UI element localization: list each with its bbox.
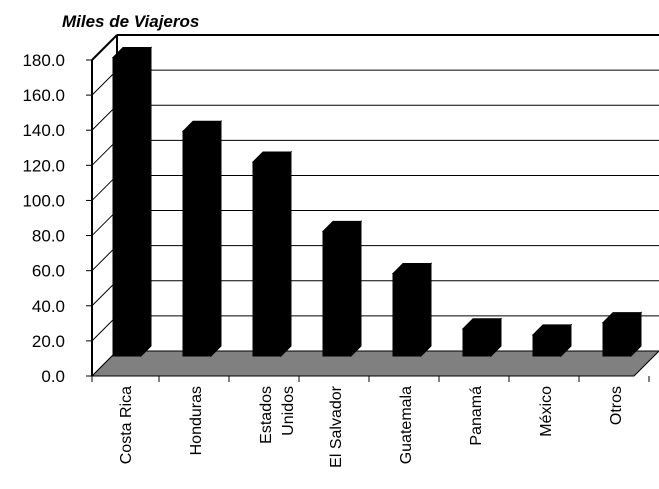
bar (391, 262, 433, 358)
y-tick-label: 80.0 (32, 227, 65, 246)
y-tick-label: 100.0 (22, 191, 65, 210)
x-category-label: Honduras (188, 386, 205, 455)
bar (251, 150, 293, 358)
y-tick-label: 160.0 (22, 86, 65, 105)
x-axis-categories: Costa Rica Honduras Estados Unidos El Salvad… (91, 375, 650, 468)
bar (321, 220, 363, 358)
y-tick-label: 40.0 (32, 297, 65, 316)
y-tick-label: 180.0 (22, 51, 65, 70)
x-category-label: Panamá (468, 386, 485, 446)
x-category-label: México (538, 386, 555, 437)
x-category-label: Guatemala (398, 386, 415, 464)
bar (181, 120, 223, 358)
x-category-label: Otros (608, 386, 625, 425)
chart-floor (90, 350, 659, 377)
bars (111, 46, 643, 358)
x-category-label: Costa Rica (118, 386, 135, 464)
bar (531, 323, 573, 358)
y-tick-label: 0.0 (41, 367, 65, 386)
axis-line (91, 34, 118, 61)
y-tick-label: 60.0 (32, 262, 65, 281)
bar (601, 311, 643, 358)
gridlines (91, 34, 659, 377)
y-tick-label: 140.0 (22, 121, 65, 140)
y-axis-title: Miles de Viajeros (62, 12, 199, 31)
bar (461, 317, 503, 358)
y-tick-label: 120.0 (22, 156, 65, 175)
x-category-label: Unidos (280, 386, 297, 436)
x-category-label: Estados (258, 386, 275, 444)
bar (111, 46, 153, 358)
x-category-label: El Salvador (328, 385, 345, 467)
floor-plane (90, 350, 659, 377)
y-axis-ticks: 0.0 20.0 40.0 60.0 80.0 100.0 120.0 140.0 160.0 1… (22, 51, 92, 386)
y-tick-label: 20.0 (32, 332, 65, 351)
